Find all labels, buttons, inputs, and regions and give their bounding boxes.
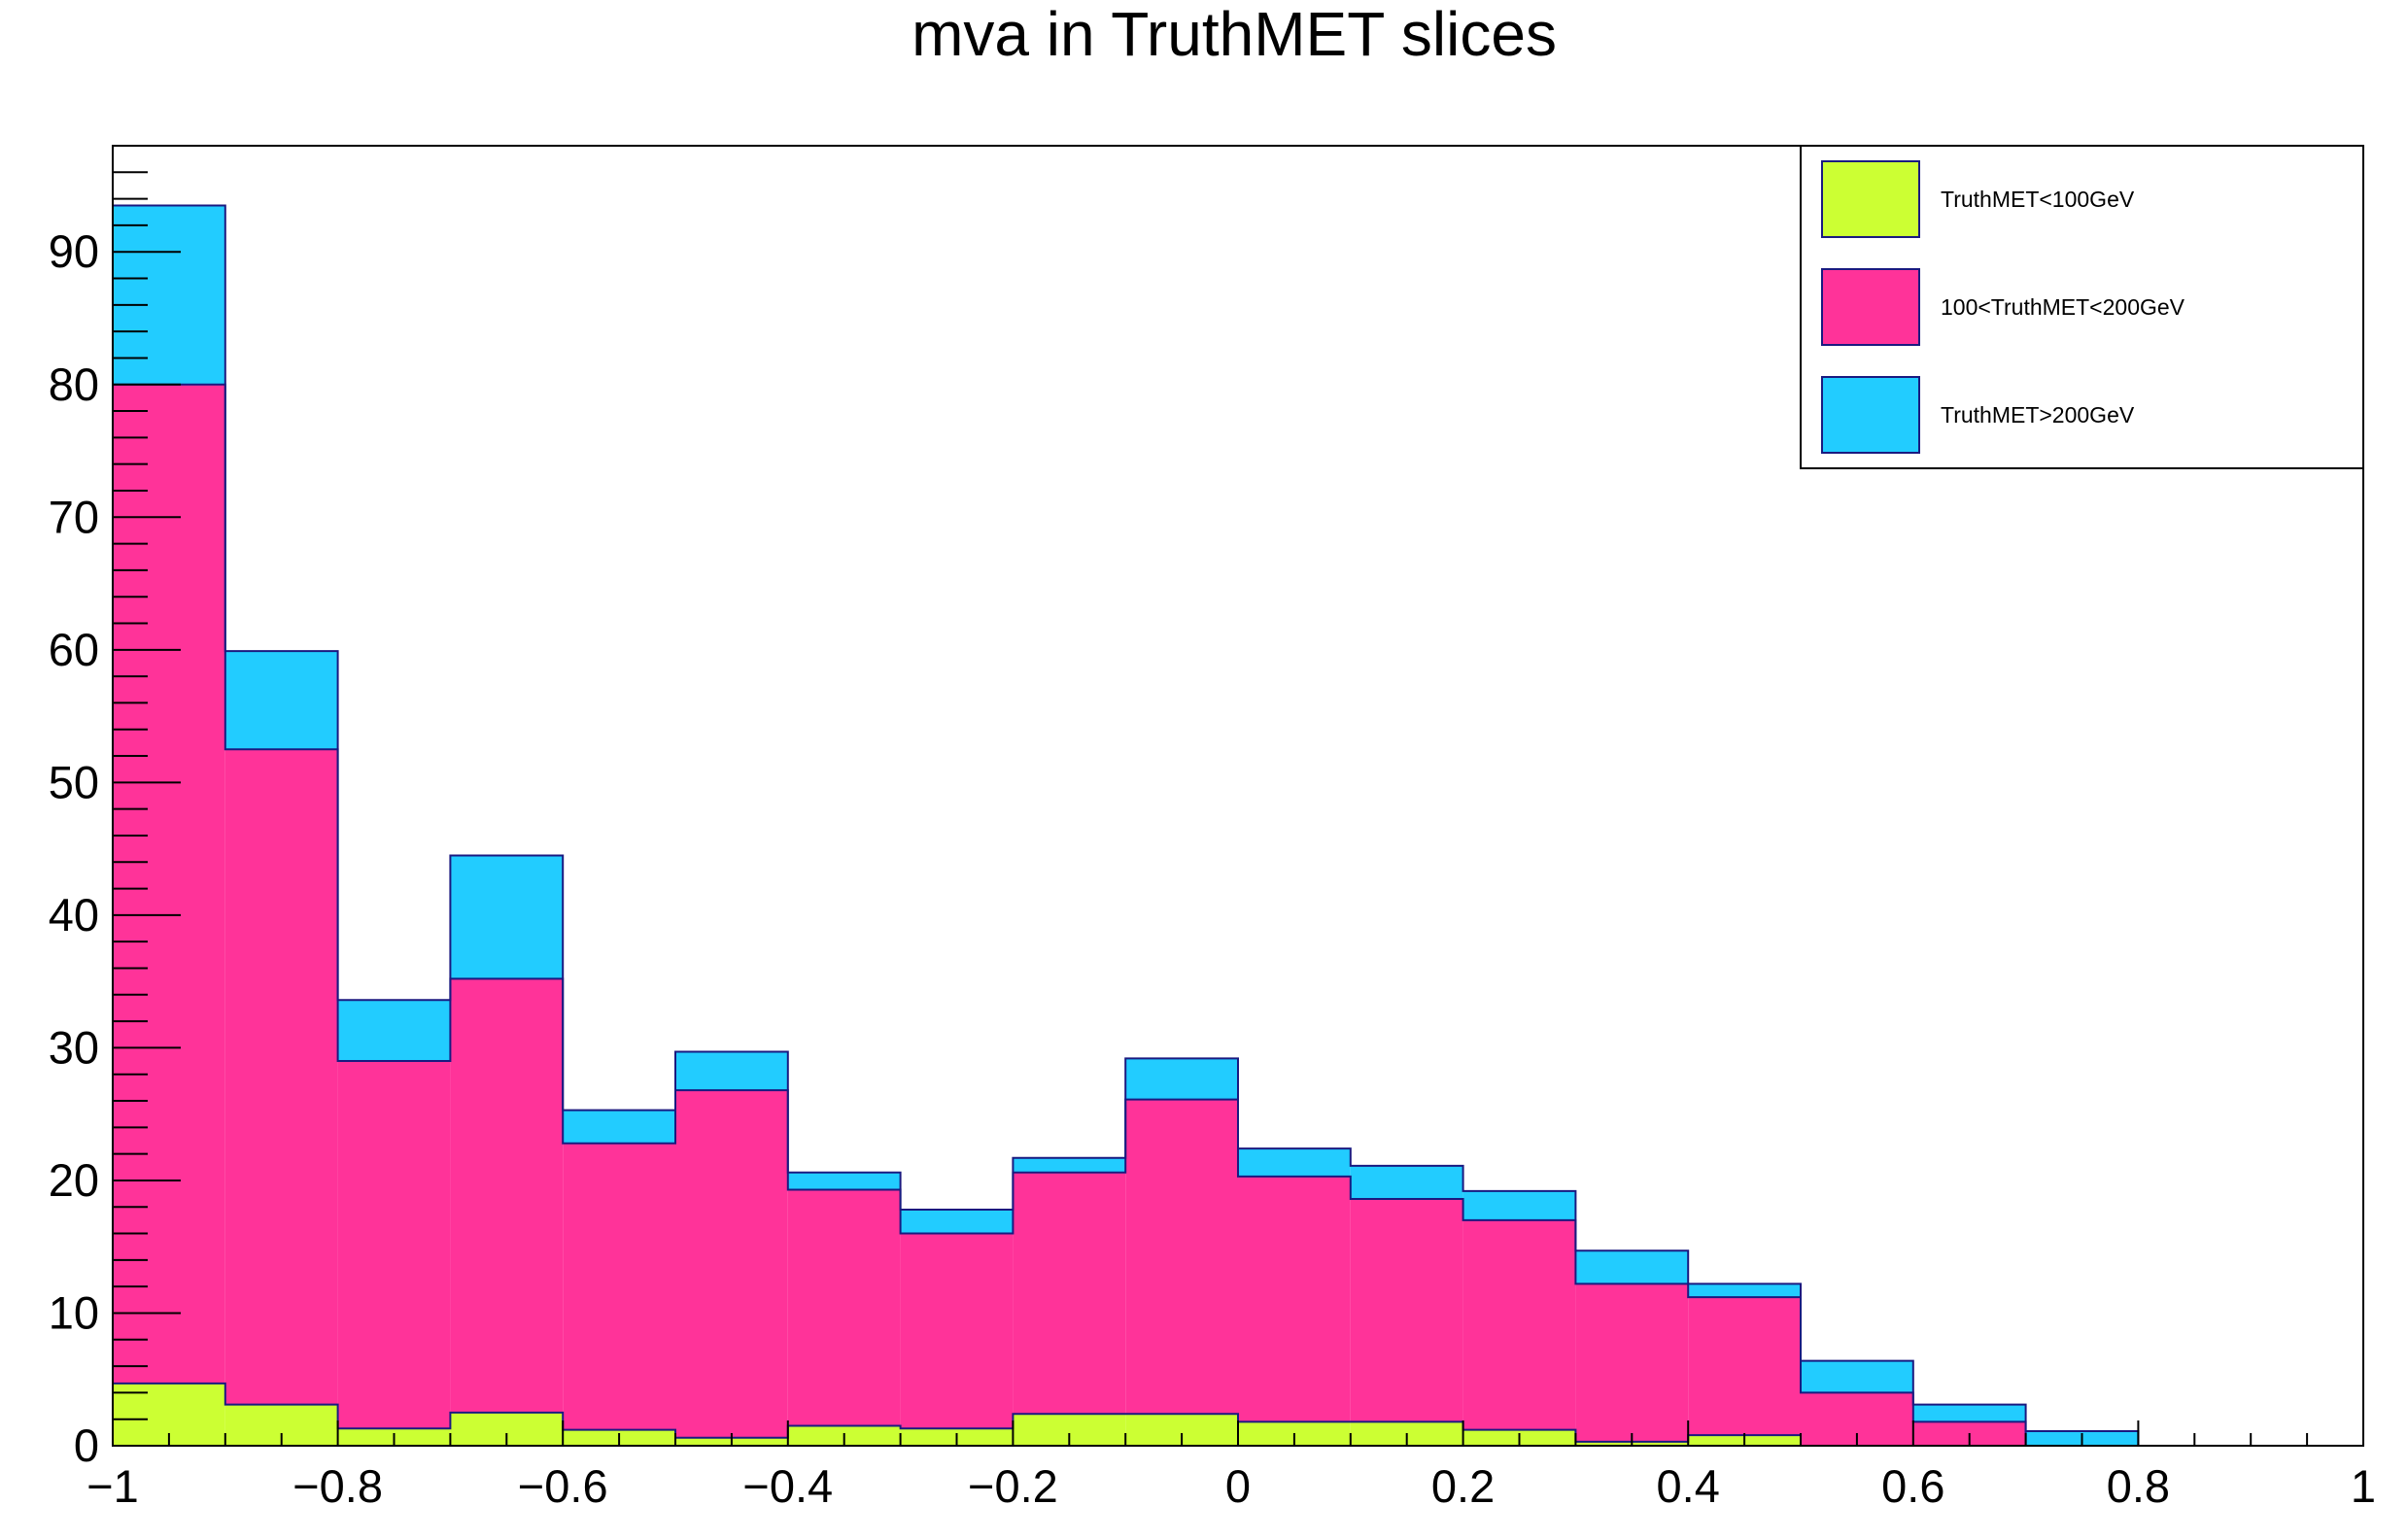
bar-series-2-bin-3 [337,1061,451,1429]
y-tick-label: 40 [49,889,99,940]
bar-series-3-bin-9 [1013,1157,1126,1173]
y-tick-label: 20 [49,1154,99,1206]
y-tick-label: 90 [49,225,99,277]
y-tick-label: 10 [49,1286,99,1338]
legend-label-2: 100<TruthMET<200GeV [1941,294,2185,320]
y-tick-label: 30 [49,1021,99,1073]
bar-series-3-bin-8 [900,1209,1014,1234]
y-tick-label: 70 [49,491,99,542]
x-tick-label: 0.6 [1881,1460,1944,1512]
bar-series-3-bin-16 [1801,1360,1913,1393]
x-tick-label: 0 [1225,1460,1251,1512]
legend: TruthMET<100GeV 100<TruthMET<200GeV TruthM… [1800,145,2364,469]
bar-series-2-bin-11 [1238,1176,1351,1422]
bar-series-3-bin-15 [1688,1283,1801,1298]
bar-series-2-bin-5 [563,1143,675,1430]
bar-series-3-bin-12 [1350,1165,1463,1200]
bar-series-2-bin-4 [450,978,564,1413]
bar-series-2-bin-6 [675,1090,788,1438]
bar-series-3-bin-5 [563,1110,675,1144]
bar-series-2-bin-2 [224,749,338,1405]
legend-swatch-3 [1821,376,1920,454]
x-tick-label: 0.8 [2107,1460,2170,1512]
x-tick-label: 1 [2351,1460,2376,1512]
bar-series-2-bin-1 [113,384,225,1384]
bar-series-2-bin-13 [1462,1219,1576,1430]
bar-series-3-bin-7 [787,1172,901,1190]
bar-series-3-bin-4 [450,855,564,979]
y-tick-label: 80 [49,359,99,410]
x-tick-label: −1 [86,1460,139,1512]
x-tick-label: 0.4 [1657,1460,1720,1512]
y-tick-label: 60 [49,624,99,675]
bar-series-3-bin-11 [1238,1148,1351,1177]
legend-swatch-2 [1821,268,1920,346]
x-tick-label: −0.2 [968,1460,1058,1512]
bar-series-2-bin-12 [1350,1199,1463,1422]
series-outline-2 [112,383,2027,1446]
legend-label-1: TruthMET<100GeV [1941,187,2135,212]
bar-series-3-bin-13 [1462,1190,1576,1220]
series-outline-3 [112,204,2140,1446]
x-tick-label: −0.6 [518,1460,608,1512]
x-tick-label: −0.8 [292,1460,383,1512]
bar-series-3-bin-2 [224,651,338,750]
bar-series-3-bin-3 [337,1000,451,1062]
bar-series-3-bin-17 [1912,1404,2026,1422]
bar-series-2-bin-7 [787,1189,901,1426]
bar-series-2-bin-9 [1013,1172,1126,1415]
bar-series-3-bin-10 [1125,1058,1238,1100]
bar-series-3-bin-6 [675,1051,788,1091]
bar-series-2-bin-14 [1575,1283,1689,1442]
y-tick-label: 0 [74,1419,99,1471]
bar-series-2-bin-8 [900,1233,1014,1429]
legend-label-3: TruthMET>200GeV [1941,402,2135,428]
bar-series-2-bin-10 [1125,1099,1238,1415]
chart-title: mva in TruthMET slices [912,0,1557,69]
legend-swatch-1 [1821,160,1920,238]
bar-series-2-bin-15 [1688,1297,1801,1436]
x-tick-label: −0.4 [742,1460,833,1512]
bar-series-3-bin-14 [1575,1250,1689,1284]
bar-series-3-bin-1 [113,205,225,385]
y-tick-label: 50 [49,756,99,807]
axes: −1 −0.8 −0.6 −0.4 −0.2 0 0.2 0.4 0.6 0.8 101020304… [49,145,2376,1512]
x-tick-label: 0.2 [1431,1460,1495,1512]
